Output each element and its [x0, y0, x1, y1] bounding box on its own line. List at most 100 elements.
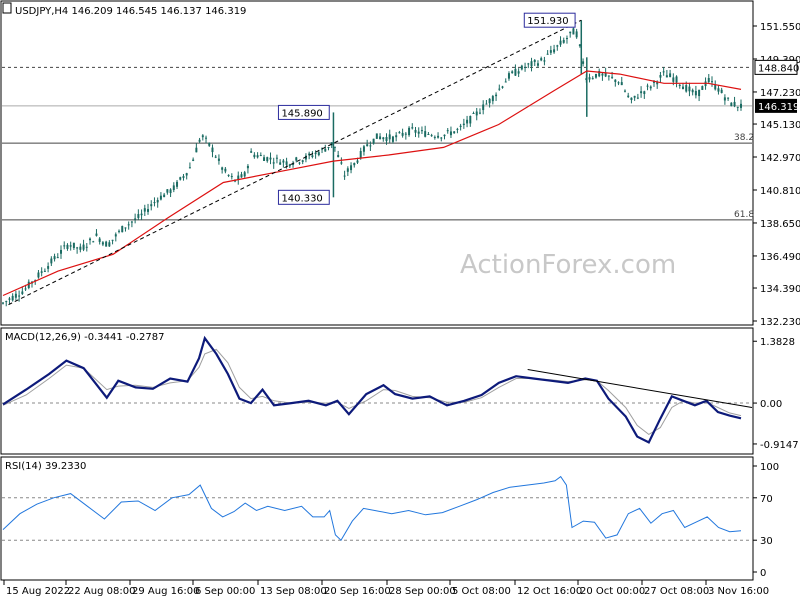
candle-body [343, 175, 346, 177]
candle-body [382, 137, 385, 140]
candle-body [333, 146, 336, 148]
candle-body [224, 168, 227, 172]
candle-body [14, 293, 17, 298]
candle-body [275, 157, 278, 159]
candle-body [337, 154, 340, 158]
candle-body [433, 136, 436, 138]
rsi-tick-label: 100 [760, 462, 779, 473]
candle-body [627, 95, 630, 97]
candle-body [163, 194, 166, 198]
swing-high-label: 145.890 [281, 108, 322, 119]
time-tick-label: 12 Oct 16:00 [517, 586, 582, 597]
candle-body [214, 156, 217, 158]
candle-body [524, 67, 527, 69]
candle-body [89, 238, 92, 241]
candle-body [556, 45, 559, 47]
candle-body [540, 58, 543, 61]
high-label-box [523, 12, 576, 28]
candle-body [8, 298, 11, 300]
candle-body [659, 75, 662, 78]
candle-body [340, 162, 343, 164]
candle-body [243, 172, 246, 177]
candle-body [121, 226, 124, 233]
candle-body [324, 148, 327, 152]
price-candles [2, 20, 742, 307]
candle-body [195, 147, 198, 153]
candle-body [617, 82, 620, 84]
candle-body [327, 147, 330, 149]
candle-body [414, 129, 417, 133]
fib-38-label: 38.2 [734, 133, 754, 143]
candle-body [169, 189, 172, 194]
candle-body [250, 151, 253, 153]
candle-body [369, 145, 372, 147]
price-horizontal-lines [2, 66, 752, 221]
macd-tick-label: -0.9147 [760, 440, 799, 451]
candle-body [98, 238, 101, 242]
candle-body [172, 185, 175, 191]
candle-body [159, 195, 162, 200]
candle-body [21, 291, 24, 294]
candle-body [601, 73, 604, 76]
candle-body [69, 245, 72, 247]
candle-body [475, 111, 478, 116]
candle-body [466, 119, 469, 124]
candle-body [27, 281, 30, 289]
candle-body [301, 160, 304, 162]
price-tick-label: 140.810 [760, 186, 800, 197]
candle-body [269, 157, 272, 160]
price-header: USDJPY,H4 146.209 146.545 146.137 146.31… [15, 6, 246, 17]
candle-body [527, 63, 530, 65]
candle-body [153, 202, 156, 204]
candle-body [736, 106, 739, 108]
candle-body [143, 208, 146, 212]
fib-61-label: 61.8 [734, 210, 754, 220]
candle-body [288, 164, 291, 167]
candle-body [388, 134, 391, 140]
candle-body [727, 97, 730, 99]
candle-body [188, 167, 191, 169]
candle-body [253, 154, 256, 158]
resistance-price-tag-label: 148.840 [758, 63, 799, 74]
candle-body [643, 91, 646, 95]
candle-body [501, 86, 504, 88]
time-tick-label: 13 Sep 08:00 [260, 586, 327, 597]
candle-body [227, 174, 230, 176]
candle-body [701, 86, 704, 90]
swing-low-label: 140.330 [281, 193, 322, 204]
candle-body [246, 165, 249, 169]
candle-body [520, 65, 523, 70]
candle-body [166, 189, 169, 193]
candle-body [37, 272, 40, 278]
candle-body [514, 68, 517, 76]
candle-body [649, 86, 652, 89]
candle-body [710, 81, 713, 83]
candle-body [60, 249, 63, 254]
candle-body [669, 73, 672, 77]
watermark: ActionForex.com [460, 250, 676, 280]
candle-body [575, 31, 578, 38]
candle-body [462, 123, 465, 126]
price-tick-label: 147.230 [760, 88, 800, 99]
time-tick-label: 20 Sep 16:00 [324, 586, 391, 597]
candle-body [201, 135, 204, 138]
price-tick-label: 151.550 [760, 22, 800, 33]
rsi-tick-label: 0 [760, 568, 766, 579]
current-price-tag-label: 146.319 [758, 102, 799, 113]
moving-average-line [2, 70, 742, 297]
candle-body [362, 146, 365, 152]
price-tick-label: 142.970 [760, 153, 800, 164]
candle-body [411, 127, 414, 129]
candle-body [511, 71, 514, 74]
rsi-line [2, 475, 742, 541]
candle-body [311, 155, 314, 157]
candle-body [205, 137, 208, 139]
rsi-axis: 100 70 30 0 [753, 462, 779, 579]
candle-body [198, 139, 201, 142]
candle-body [598, 70, 601, 77]
candle-body [549, 50, 552, 53]
candle-body [118, 230, 121, 232]
candle-body [675, 76, 678, 83]
price-tick-label: 138.650 [760, 219, 800, 230]
candle-body [578, 44, 581, 46]
